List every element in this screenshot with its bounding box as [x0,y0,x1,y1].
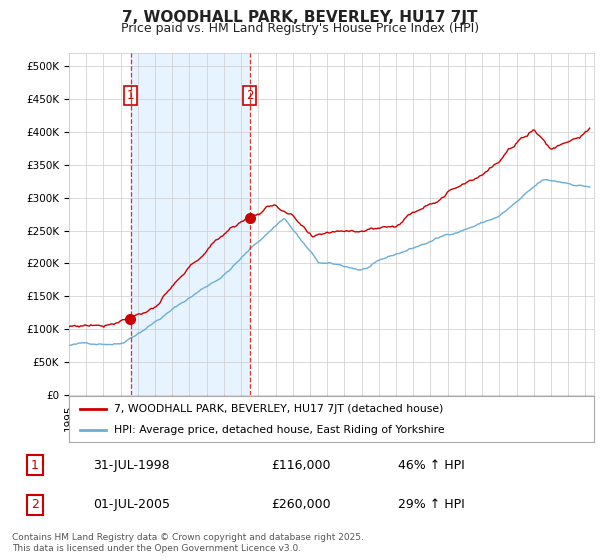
Text: 46% ↑ HPI: 46% ↑ HPI [398,459,464,472]
Text: 2: 2 [31,498,39,511]
Text: £116,000: £116,000 [271,459,331,472]
Text: 1: 1 [31,459,39,472]
Text: 01-JUL-2005: 01-JUL-2005 [92,498,170,511]
Text: HPI: Average price, detached house, East Riding of Yorkshire: HPI: Average price, detached house, East… [113,425,444,435]
Bar [131,53,250,395]
Text: 7, WOODHALL PARK, BEVERLEY, HU17 7JT: 7, WOODHALL PARK, BEVERLEY, HU17 7JT [122,10,478,25]
Text: 1: 1 [127,90,134,102]
Text: Contains HM Land Registry data © Crown copyright and database right 2025.
This d: Contains HM Land Registry data © Crown c… [12,533,364,553]
Text: £260,000: £260,000 [271,498,331,511]
Text: 7, WOODHALL PARK, BEVERLEY, HU17 7JT (detached house): 7, WOODHALL PARK, BEVERLEY, HU17 7JT (de… [113,404,443,414]
Text: Price paid vs. HM Land Registry's House Price Index (HPI): Price paid vs. HM Land Registry's House … [121,22,479,35]
Text: 31-JUL-1998: 31-JUL-1998 [92,459,169,472]
Text: 2: 2 [246,90,253,102]
Text: 29% ↑ HPI: 29% ↑ HPI [398,498,464,511]
